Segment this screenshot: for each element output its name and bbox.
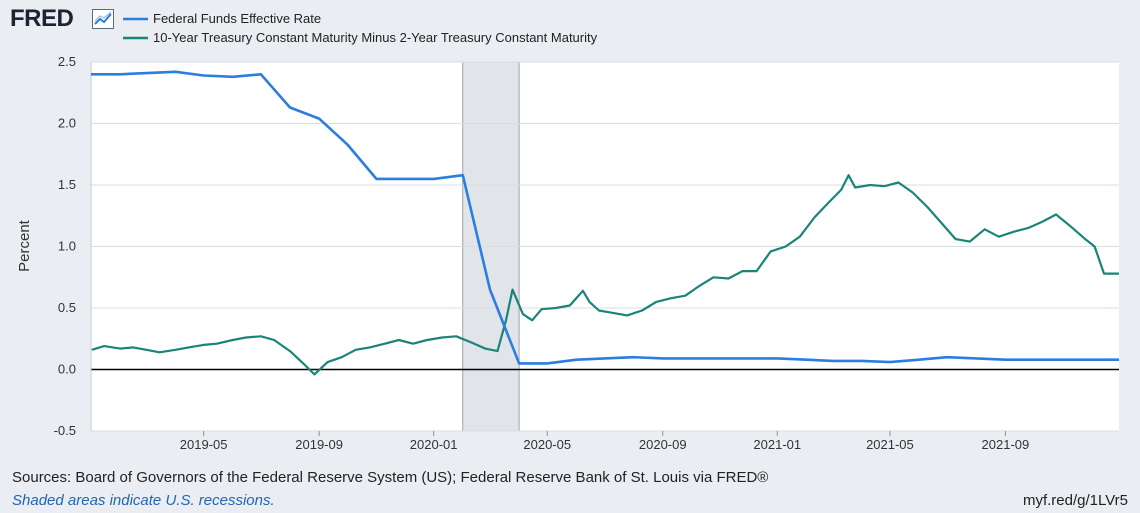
legend-label-fed-funds[interactable]: Federal Funds Effective Rate (153, 11, 321, 26)
trend-chart-icon (92, 9, 114, 29)
y-axis: -0.5 0.0 0.5 1.0 1.5 2.0 2.5 (54, 54, 76, 438)
line-chart: -0.5 0.0 0.5 1.0 1.5 2.0 2.5 2019-05 2019-09 202… (16, 11, 1119, 452)
y-tick-label: 1.5 (58, 177, 76, 192)
legend: Federal Funds Effective Rate 10-Year Tre… (123, 11, 598, 45)
x-tick-label: 2020-01 (410, 437, 458, 452)
x-tick-label: 2021-01 (753, 437, 801, 452)
x-tick-label: 2021-09 (982, 437, 1030, 452)
fred-logo[interactable]: FRED (10, 5, 74, 32)
grid-layer (90, 61, 1119, 432)
y-tick-label: -0.5 (54, 423, 76, 438)
recession-note: Shaded areas indicate U.S. recessions. (12, 492, 275, 509)
y-tick-label: 1.0 (58, 239, 76, 254)
x-tick-label: 2021-05 (866, 437, 914, 452)
x-tick-label: 2019-09 (295, 437, 343, 452)
series-layer (91, 70, 1119, 376)
fed-funds-rate-line (91, 70, 1119, 365)
y-tick-label: 0.0 (58, 362, 76, 377)
short-url-link[interactable]: myf.red/g/1LVr5 (1022, 492, 1128, 509)
y-axis-label: Percent (16, 219, 33, 272)
sources-note: Sources: Board of Governors of the Feder… (12, 469, 769, 486)
legend-label-spread[interactable]: 10-Year Treasury Constant Maturity Minus… (153, 30, 598, 45)
x-axis: 2019-05 2019-09 2020-01 2020-05 2020-09 2021-… (180, 431, 1029, 452)
x-tick-label: 2019-05 (180, 437, 228, 452)
y-tick-label: 0.5 (58, 300, 76, 315)
x-tick-label: 2020-09 (639, 437, 687, 452)
treasury-spread-line (91, 174, 1119, 376)
y-tick-label: 2.0 (58, 116, 76, 131)
y-tick-label: 2.5 (58, 54, 76, 69)
x-tick-label: 2020-05 (523, 437, 571, 452)
